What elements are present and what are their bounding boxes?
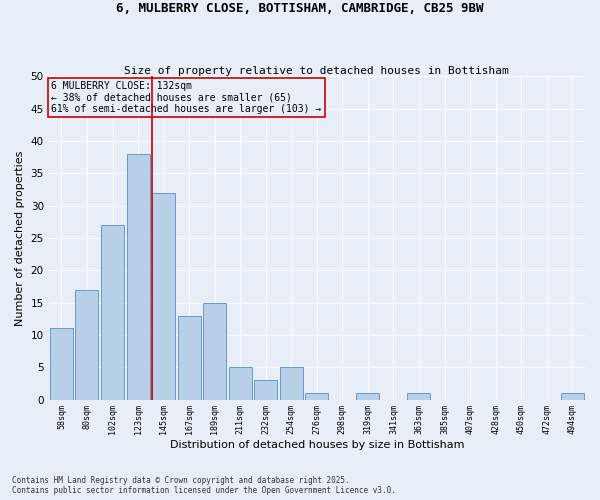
Bar — [229, 368, 252, 400]
Bar — [305, 393, 328, 400]
Text: 6, MULBERRY CLOSE, BOTTISHAM, CAMBRIDGE, CB25 9BW: 6, MULBERRY CLOSE, BOTTISHAM, CAMBRIDGE,… — [116, 2, 484, 16]
Bar — [203, 302, 226, 400]
Bar — [76, 290, 98, 400]
Text: Contains HM Land Registry data © Crown copyright and database right 2025.
Contai: Contains HM Land Registry data © Crown c… — [12, 476, 396, 495]
Title: Size of property relative to detached houses in Bottisham: Size of property relative to detached ho… — [124, 66, 509, 76]
Bar — [407, 393, 430, 400]
Y-axis label: Number of detached properties: Number of detached properties — [15, 150, 25, 326]
Bar — [178, 316, 200, 400]
Bar — [561, 393, 584, 400]
Bar — [101, 225, 124, 400]
Bar — [356, 393, 379, 400]
Text: 6 MULBERRY CLOSE: 132sqm
← 38% of detached houses are smaller (65)
61% of semi-d: 6 MULBERRY CLOSE: 132sqm ← 38% of detach… — [52, 81, 322, 114]
X-axis label: Distribution of detached houses by size in Bottisham: Distribution of detached houses by size … — [170, 440, 464, 450]
Bar — [254, 380, 277, 400]
Bar — [50, 328, 73, 400]
Bar — [127, 154, 149, 400]
Bar — [152, 192, 175, 400]
Bar — [280, 368, 303, 400]
